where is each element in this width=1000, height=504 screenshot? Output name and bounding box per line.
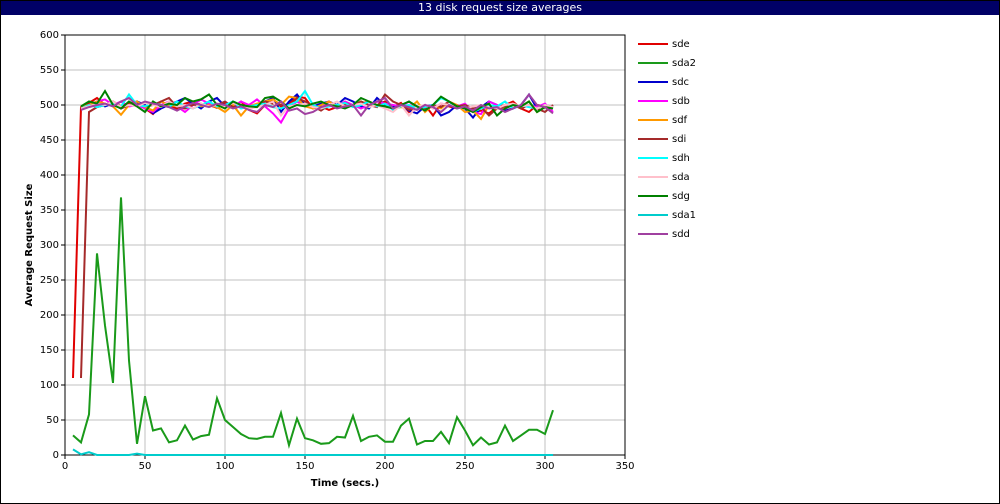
x-tick-label: 150 xyxy=(295,461,314,472)
y-axis-label: Average Request Size xyxy=(24,183,35,306)
legend-label: sdb xyxy=(672,96,690,107)
y-tick-label: 400 xyxy=(40,170,59,181)
legend-label: sdh xyxy=(672,153,690,164)
x-tick-label: 100 xyxy=(215,461,234,472)
legend-label: sdg xyxy=(672,191,690,202)
series-line xyxy=(80,92,554,120)
x-tick-label: 350 xyxy=(615,461,634,472)
legend-label: sdd xyxy=(672,229,690,240)
series-line xyxy=(72,448,553,456)
y-tick-label: 200 xyxy=(40,310,59,321)
y-tick-label: 0 xyxy=(53,450,59,461)
legend-label: sda2 xyxy=(672,58,696,69)
legend-label: sdc xyxy=(672,77,689,88)
title-bar xyxy=(1,1,999,15)
x-tick-label: 200 xyxy=(375,461,394,472)
y-tick-label: 100 xyxy=(40,380,59,391)
y-tick-label: 250 xyxy=(40,275,59,286)
y-tick-label: 450 xyxy=(40,135,59,146)
y-tick-label: 350 xyxy=(40,205,59,216)
legend-label: sdi xyxy=(672,134,686,145)
y-tick-label: 500 xyxy=(40,100,59,111)
legend-label: sda1 xyxy=(672,210,696,221)
y-tick-label: 300 xyxy=(40,240,59,251)
y-tick-label: 550 xyxy=(40,65,59,76)
y-tick-label: 150 xyxy=(40,345,59,356)
series-line xyxy=(80,92,554,118)
y-tick-label: 50 xyxy=(46,415,59,426)
legend-label: sdf xyxy=(672,115,688,126)
x-tick-label: 50 xyxy=(139,461,152,472)
y-tick-label: 600 xyxy=(40,30,59,41)
chart-title: 13 disk request size averages xyxy=(418,1,582,14)
series-line xyxy=(72,197,554,449)
x-axis-label: Time (secs.) xyxy=(311,478,380,489)
legend-label: sde xyxy=(672,39,690,50)
x-tick-label: 250 xyxy=(455,461,474,472)
legend-label: sda xyxy=(672,172,690,183)
x-tick-label: 0 xyxy=(62,461,68,472)
x-tick-label: 300 xyxy=(535,461,554,472)
